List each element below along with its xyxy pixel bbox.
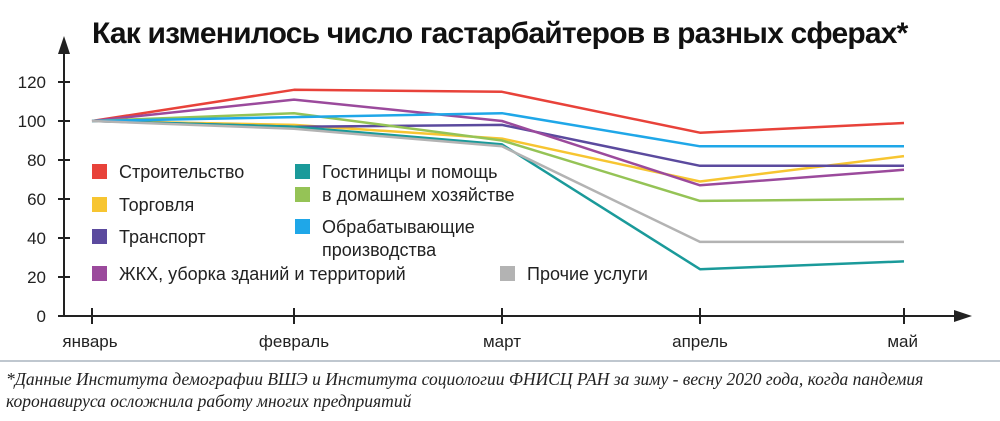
y-tick-label: 20	[27, 268, 46, 287]
y-tick-label: 80	[27, 151, 46, 170]
legend-swatch	[500, 266, 515, 281]
y-tick-label: 60	[27, 190, 46, 209]
series-line	[91, 111, 905, 203]
legend-swatch	[295, 187, 310, 202]
legend-swatch	[92, 266, 107, 281]
axes: 0 20 40 60 80 100 120 январь февраль март апрель ма…	[18, 36, 972, 351]
y-axis-arrow	[58, 36, 70, 54]
legend-label: Обрабатывающие	[322, 217, 475, 237]
x-tick-label: май	[887, 332, 918, 351]
series-line	[91, 119, 904, 244]
series-layer	[91, 88, 905, 271]
y-tick-label: 100	[18, 112, 46, 131]
legend-label: Прочие услуги	[527, 264, 648, 284]
footnote: *Данные Института демографии ВШЭ и Инсти…	[6, 369, 924, 411]
legend-swatch	[92, 197, 107, 212]
series-line	[91, 111, 904, 148]
y-tick-label: 120	[18, 73, 46, 92]
legend-swatch	[295, 164, 310, 179]
legend-swatch	[295, 219, 310, 234]
legend-swatch	[92, 164, 107, 179]
legend-label: Строительство	[119, 162, 244, 182]
legend-label: в домашнем хозяйстве	[322, 185, 515, 205]
legend-label: Гостиницы и помощь	[322, 162, 497, 182]
series-line	[91, 98, 905, 187]
legend-label: Транспорт	[119, 227, 206, 247]
series-line	[91, 88, 905, 134]
line-chart: Как изменилось число гастарбайтеров в ра…	[18, 17, 972, 351]
y-tick-label: 40	[27, 229, 46, 248]
legend-swatch	[92, 229, 107, 244]
series-line	[91, 119, 905, 271]
series-line	[91, 119, 905, 183]
x-tick-label: март	[483, 332, 521, 351]
x-tick-label: февраль	[259, 332, 329, 351]
legend-label: производства	[322, 240, 437, 260]
x-tick-label: январь	[62, 332, 117, 351]
legend: Строительство Торговля Транспорт ЖКХ, уборк…	[92, 162, 648, 284]
x-axis-arrow	[954, 310, 972, 322]
y-tick-label: 0	[37, 307, 46, 326]
chart-title: Как изменилось число гастарбайтеров в ра…	[92, 17, 909, 50]
divider	[0, 360, 1000, 362]
legend-label: Торговля	[119, 195, 194, 215]
legend-label: ЖКХ, уборка зданий и территорий	[119, 264, 406, 284]
x-tick-label: апрель	[672, 332, 728, 351]
